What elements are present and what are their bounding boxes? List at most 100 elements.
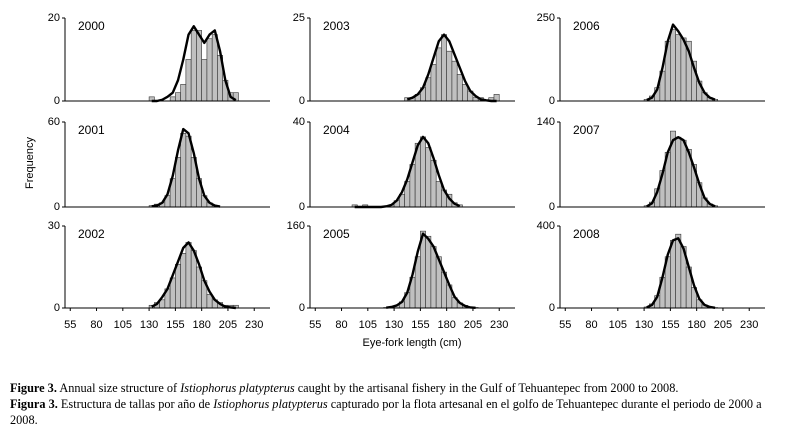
x-tick-label: 205 <box>464 319 482 331</box>
fit-curve <box>151 241 236 310</box>
fit-curve <box>646 23 716 102</box>
x-tick-label: 55 <box>309 319 321 331</box>
bar <box>190 30 197 102</box>
y-tick-label: 160 <box>287 220 305 232</box>
bar <box>169 96 176 102</box>
bar <box>675 136 682 208</box>
bar <box>190 250 197 309</box>
x-tick-label: 105 <box>114 319 132 331</box>
y-tick-label: 25 <box>293 12 305 24</box>
x-tick-label: 130 <box>140 319 158 331</box>
x-tick-label: 230 <box>490 319 508 331</box>
bar <box>456 74 463 102</box>
bar <box>680 37 687 102</box>
panel-label: 2006 <box>573 19 600 33</box>
bar <box>680 139 687 208</box>
x-tick-label: 230 <box>740 319 758 331</box>
bar <box>670 240 676 309</box>
caption-label: Figure 3. <box>10 381 57 395</box>
fit-curve <box>386 232 476 310</box>
bar <box>206 38 213 102</box>
x-tick-label: 180 <box>437 319 455 331</box>
bar <box>196 30 202 102</box>
y-tick-label: 60 <box>48 116 60 128</box>
panel-label: 2001 <box>78 123 105 137</box>
y-tick-label: 40 <box>293 116 305 128</box>
bar <box>185 135 192 208</box>
bar <box>430 246 437 309</box>
x-tick-label: 180 <box>192 319 210 331</box>
panel-label: 2002 <box>78 227 105 241</box>
bar <box>201 59 208 102</box>
y-tick-label: 0 <box>549 95 555 107</box>
caption-text: caught by the artisanal fishery in the G… <box>297 381 679 395</box>
bar <box>211 34 218 102</box>
bar <box>425 147 432 208</box>
x-tick-label: 105 <box>359 319 377 331</box>
caption-text: Annual size structure of <box>59 381 178 395</box>
panel-label: 2008 <box>573 227 600 241</box>
x-tick-label: 155 <box>661 319 679 331</box>
bar <box>435 181 442 208</box>
figure: Frequency Eye-fork length (cm) 0 20 2000 0 2… <box>24 12 765 349</box>
bar <box>425 235 432 309</box>
caption-text: Estructura de tallas por año de <box>60 397 211 411</box>
bar <box>446 50 453 102</box>
x-tick-label: 55 <box>64 319 76 331</box>
bar <box>441 34 447 102</box>
x-tick-label: 105 <box>609 319 627 331</box>
y-tick-label: 400 <box>537 220 555 232</box>
panel-label: 2007 <box>573 123 600 137</box>
y-tick-label: 20 <box>48 12 60 24</box>
fit-curve <box>646 135 716 208</box>
panel-label: 2004 <box>323 123 350 137</box>
caption-text: capturado por la flota artesanal en el g… <box>10 397 762 427</box>
caption-species: Istiophorus platypterus <box>180 381 295 395</box>
bar <box>675 233 682 309</box>
x-tick-label: 130 <box>385 319 403 331</box>
bar <box>180 84 187 102</box>
x-tick-label: 230 <box>245 319 263 331</box>
caption-es: Figura 3. Estructura de tallas por año d… <box>10 396 785 428</box>
x-tick-label: 155 <box>166 319 184 331</box>
y-tick-label: 0 <box>549 201 555 213</box>
x-tick-label: 205 <box>714 319 732 331</box>
x-tick-label: 155 <box>411 319 429 331</box>
bar <box>420 136 426 208</box>
bar <box>180 253 187 309</box>
y-tick-label: 0 <box>299 302 305 314</box>
fit-curve <box>151 127 221 208</box>
bar <box>451 60 458 102</box>
bar <box>185 242 192 309</box>
y-tick-label: 250 <box>537 12 555 24</box>
panel-label: 2005 <box>323 227 350 241</box>
x-axis-label: Eye-fork length (cm) <box>362 337 461 349</box>
bar <box>185 59 192 102</box>
fit-curve <box>406 33 497 103</box>
y-tick-label: 0 <box>54 201 60 213</box>
y-tick-label: 140 <box>537 116 555 128</box>
caption-en: Figure 3. Annual size structure of Istio… <box>10 380 785 396</box>
y-tick-label: 0 <box>54 302 60 314</box>
x-tick-label: 55 <box>559 319 571 331</box>
bar <box>180 133 187 208</box>
bar <box>435 47 442 102</box>
x-tick-label: 130 <box>635 319 653 331</box>
x-tick-label: 205 <box>219 319 237 331</box>
panel-label: 2000 <box>78 19 105 33</box>
bar <box>175 92 181 102</box>
panel-label: 2003 <box>323 19 350 33</box>
x-tick-label: 80 <box>335 319 347 331</box>
y-tick-label: 0 <box>299 95 305 107</box>
x-tick-label: 80 <box>90 319 102 331</box>
caption-species: Istiophorus platypterus <box>213 397 328 411</box>
caption-label: Figura 3. <box>10 397 58 411</box>
bar <box>675 34 682 102</box>
bar <box>430 64 437 102</box>
bar <box>175 263 181 309</box>
fit-curve <box>646 237 716 309</box>
y-tick-label: 0 <box>299 201 305 213</box>
y-tick-label: 0 <box>54 95 60 107</box>
y-tick-label: 30 <box>48 220 60 232</box>
